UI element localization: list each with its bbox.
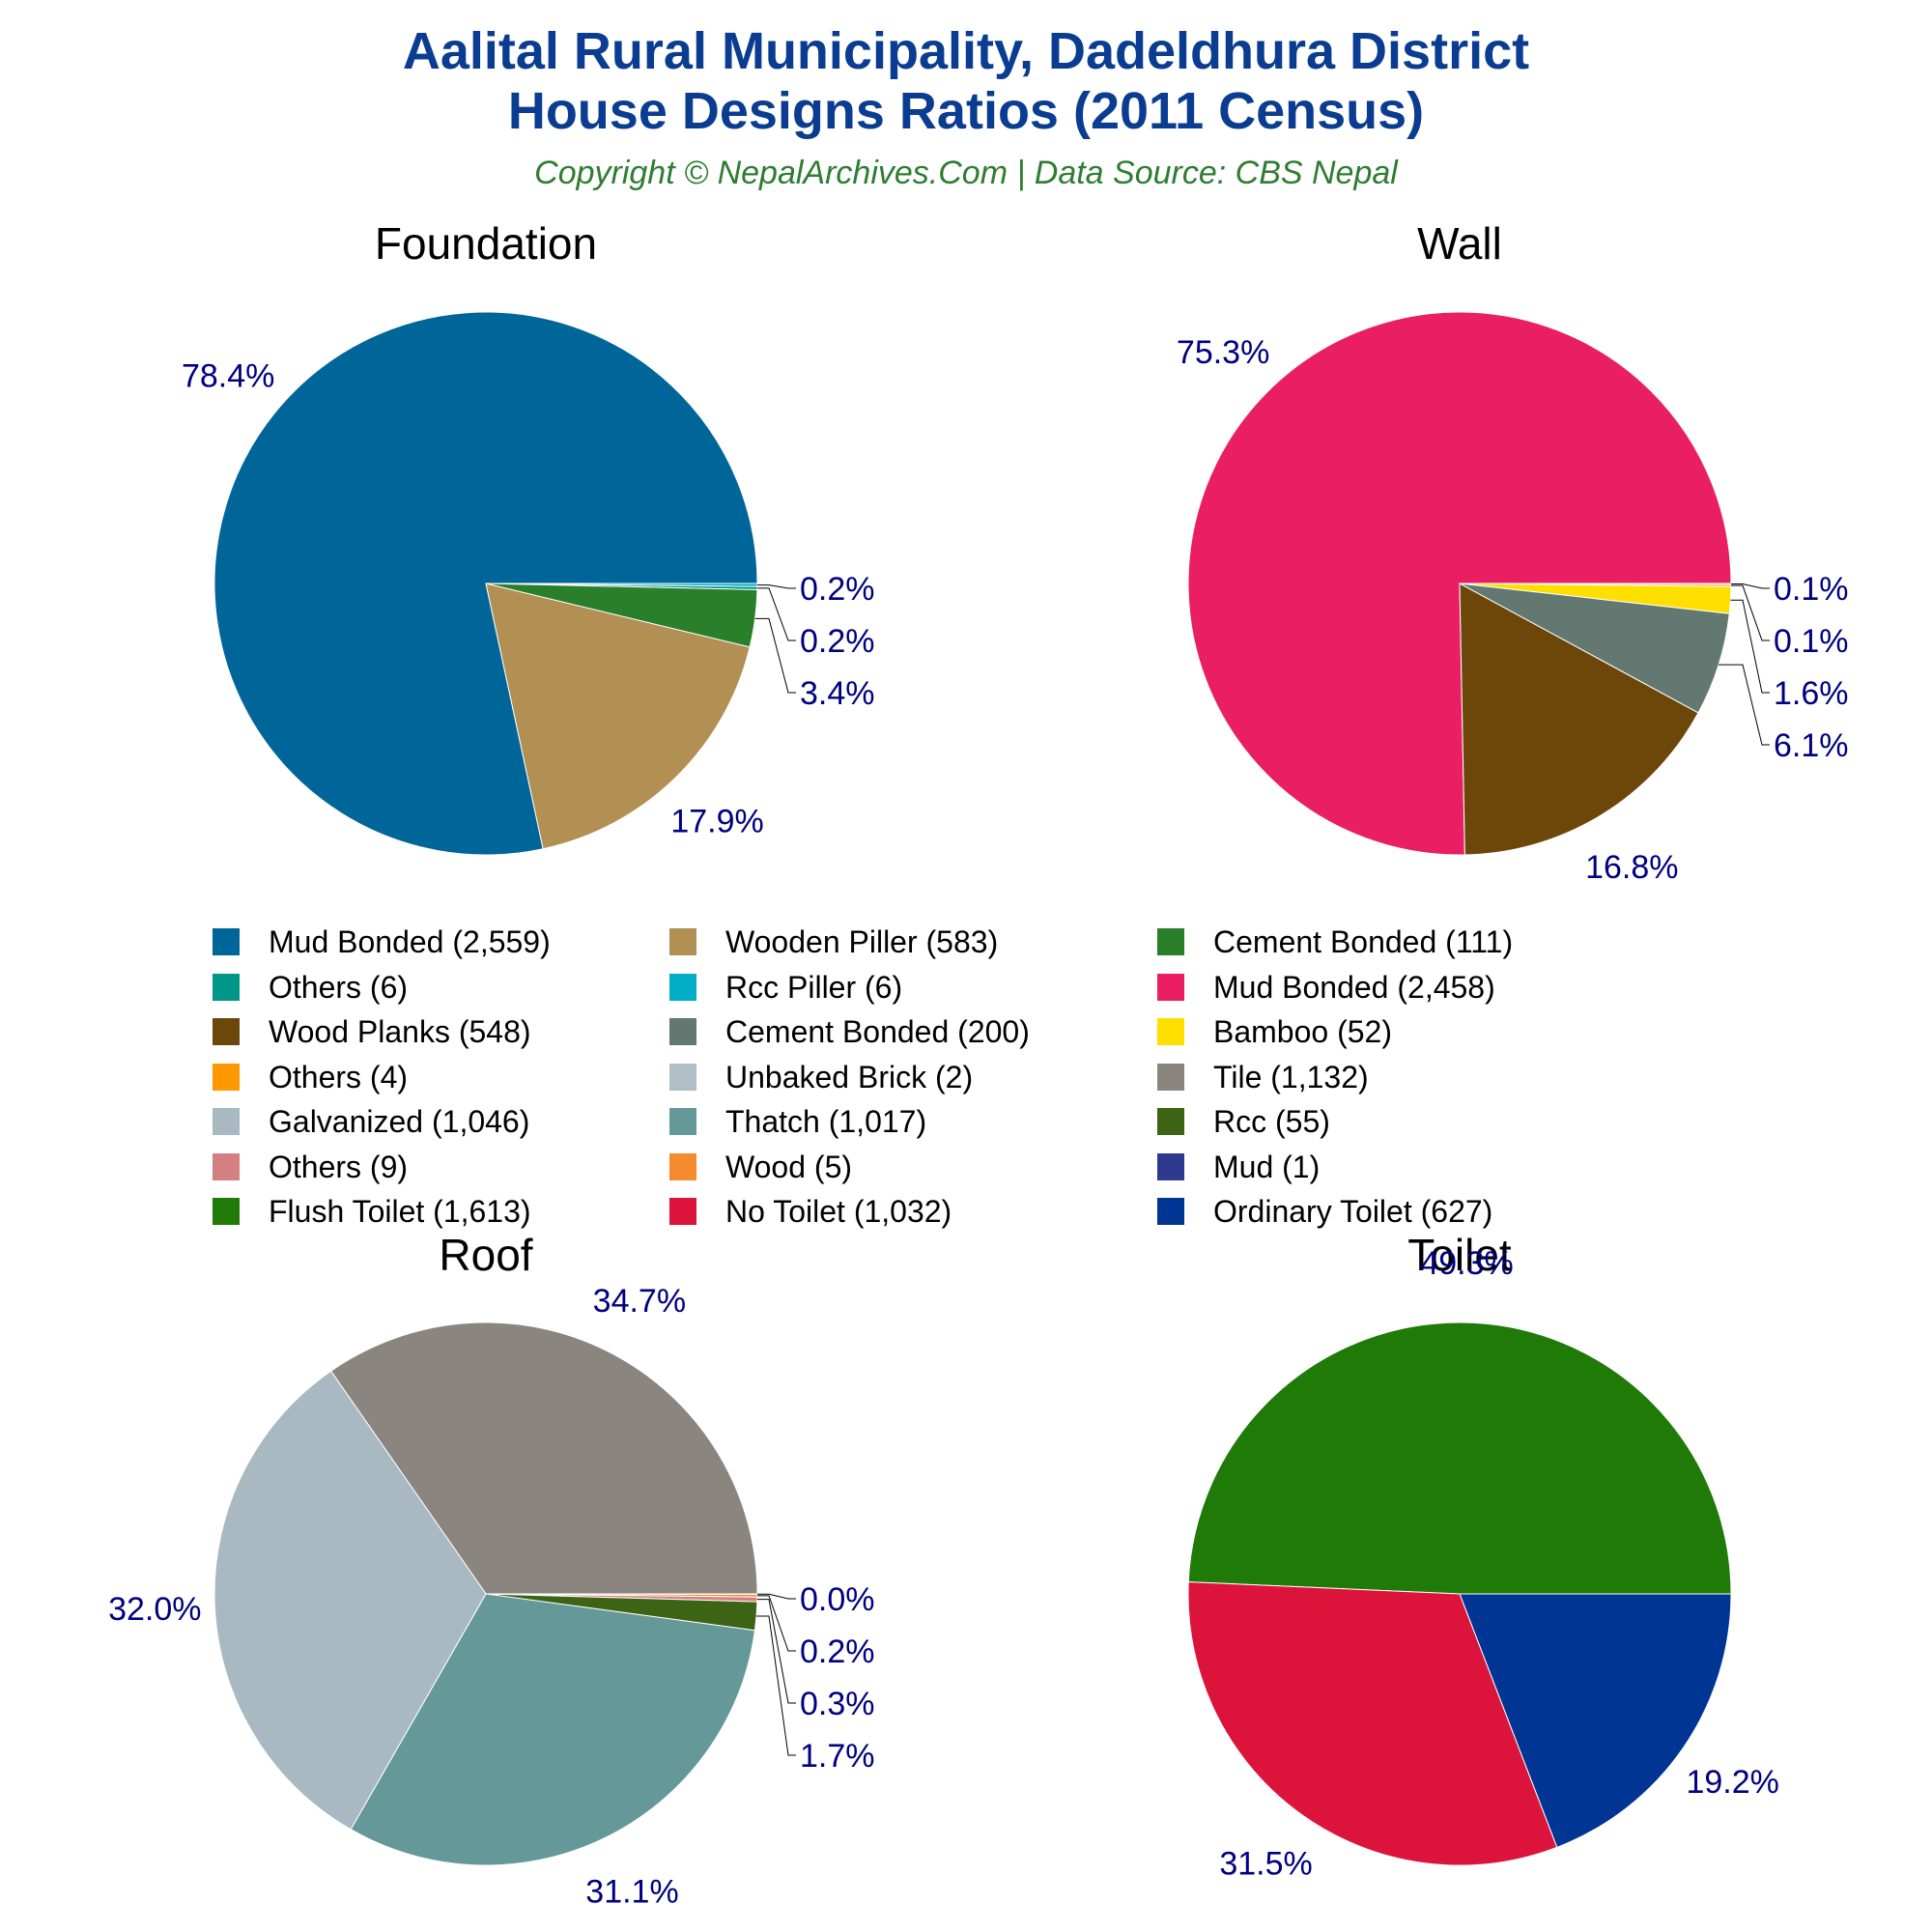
foundation-pct-label-cement-bonded: 3.4% (800, 675, 875, 712)
roof-chart-title: Roof (439, 1230, 533, 1280)
toilet-pct-label-flush-toilet: 49.3% (1420, 1245, 1513, 1282)
legend-swatch (669, 1198, 696, 1225)
legend-swatch (669, 1063, 696, 1091)
wall-callout-line-cement-bonded (1719, 664, 1770, 746)
legend-label: Mud (1) (1213, 1149, 1321, 1184)
legend-label: Mud Bonded (2,458) (1213, 969, 1495, 1005)
roof-callout-line-mud (756, 1593, 796, 1600)
legend-label: Thatch (1,017) (725, 1104, 927, 1139)
roof-callout-line-wood (756, 1595, 796, 1652)
foundation-callout-line-rcc-piller (756, 584, 796, 589)
legend-swatch (213, 928, 240, 955)
toilet-pct-label-ordinary-toilet: 19.2% (1686, 1764, 1778, 1801)
legend-label: Others (6) (269, 969, 409, 1005)
legend-swatch (213, 1108, 240, 1135)
legend-label: No Toilet (1,032) (725, 1194, 952, 1229)
legend-label: Mud Bonded (2,559) (269, 924, 551, 959)
legend-swatch (669, 973, 696, 1001)
chart-subtitle: Copyright © NepalArchives.Com | Data Sou… (534, 155, 1398, 191)
roof-pct-label-tile: 34.7% (593, 1283, 686, 1320)
wall-pct-label-cement-bonded: 6.1% (1774, 727, 1849, 764)
wall-slice-wood-planks (1459, 582, 1699, 856)
legend-label: Wood (5) (725, 1149, 853, 1184)
legend-swatch (1157, 1063, 1184, 1091)
legend-label: Wood Planks (548) (269, 1014, 531, 1049)
legend-label: Unbaked Brick (2) (725, 1059, 974, 1094)
roof-slice-tile (329, 1321, 758, 1595)
legend-swatch (213, 1152, 240, 1180)
foundation-pct-label-rcc-piller: 0.2% (800, 571, 875, 608)
roof-pct-label-mud: 0.0% (800, 1581, 875, 1618)
wall-callout-line-bamboo (1730, 599, 1770, 694)
legend-label: Cement Bonded (200) (725, 1014, 1030, 1049)
wall-pct-label-bamboo: 1.6% (1774, 675, 1849, 712)
toilet-chart-title: Toilet (1407, 1230, 1512, 1280)
roof-callout-line-others (756, 1599, 796, 1704)
roof-pct-label-others: 0.3% (800, 1686, 875, 1722)
wall-callout-line-unbaked-brick (1730, 583, 1770, 589)
legend-swatch (213, 1198, 240, 1225)
legend-swatch (1157, 928, 1184, 955)
legend-swatch (213, 1063, 240, 1091)
roof-slice-galvanized (213, 1370, 487, 1831)
wall-chart-title: Wall (1417, 218, 1502, 269)
wall-pct-label-unbaked-brick: 0.1% (1774, 571, 1849, 608)
legend-swatch (213, 1018, 240, 1045)
wall-pct-label-mud-bonded: 75.3% (1177, 334, 1269, 371)
roof-slice-thatch (350, 1593, 756, 1866)
roof-pct-label-thatch: 31.1% (585, 1874, 678, 1911)
toilet-slice-ordinary-toilet (1459, 1593, 1732, 1848)
legend-swatch (1157, 1198, 1184, 1225)
toilet-slice-flush-toilet (1187, 1321, 1732, 1595)
foundation-pct-label-wooden-piller: 17.9% (670, 803, 763, 839)
legend-label: Rcc Piller (6) (725, 969, 903, 1005)
legend-label: Cement Bonded (111) (1213, 924, 1514, 959)
foundation-slice-wooden-piller (485, 582, 751, 850)
legend-swatch (1157, 1152, 1184, 1180)
chart-title-line-2: House Designs Ratios (2011 Census) (507, 82, 1425, 140)
legend-swatch (1157, 1108, 1184, 1135)
toilet-slice-no-toilet (1187, 1581, 1558, 1866)
wall-pct-label-others: 0.1% (1774, 623, 1849, 660)
roof-pct-label-rcc: 1.7% (800, 1738, 875, 1775)
legend-label: Tile (1,132) (1213, 1059, 1369, 1094)
legend-swatch (669, 1018, 696, 1045)
roof-pct-label-wood: 0.2% (800, 1634, 875, 1670)
foundation-chart-title: Foundation (374, 218, 598, 269)
legend-label: Galvanized (1,046) (269, 1104, 530, 1139)
roof-pct-label-galvanized: 32.0% (108, 1591, 201, 1628)
legend-swatch (213, 973, 240, 1001)
legend-swatch (1157, 1018, 1184, 1045)
legend-swatch (1157, 973, 1184, 1001)
legend-label: Rcc (55) (1213, 1104, 1330, 1139)
foundation-pct-label-others: 0.2% (800, 623, 875, 660)
wall-callout-line-others (1730, 584, 1770, 641)
wall-pct-label-wood-planks: 16.8% (1585, 849, 1678, 886)
legend-label: Bamboo (52) (1213, 1014, 1392, 1049)
legend-swatch (669, 928, 696, 955)
foundation-callout-line-cement-bonded (754, 617, 796, 694)
legend-label: Ordinary Toilet (627) (1213, 1194, 1493, 1229)
foundation-callout-line-others (756, 587, 796, 641)
chart-title-line-1: Aalital Rural Municipality, Dadeldhura D… (402, 22, 1530, 80)
legend-label: Others (4) (269, 1059, 409, 1094)
legend-label: Others (9) (269, 1149, 409, 1184)
legend-swatch (669, 1152, 696, 1180)
roof-callout-line-rcc (756, 1615, 796, 1756)
foundation-pct-label-mud-bonded: 78.4% (182, 358, 274, 395)
legend-label: Wooden Piller (583) (725, 924, 999, 959)
legend-swatch (669, 1108, 696, 1135)
legend-label: Flush Toilet (1,613) (269, 1194, 531, 1229)
toilet-pct-label-no-toilet: 31.5% (1219, 1845, 1312, 1882)
